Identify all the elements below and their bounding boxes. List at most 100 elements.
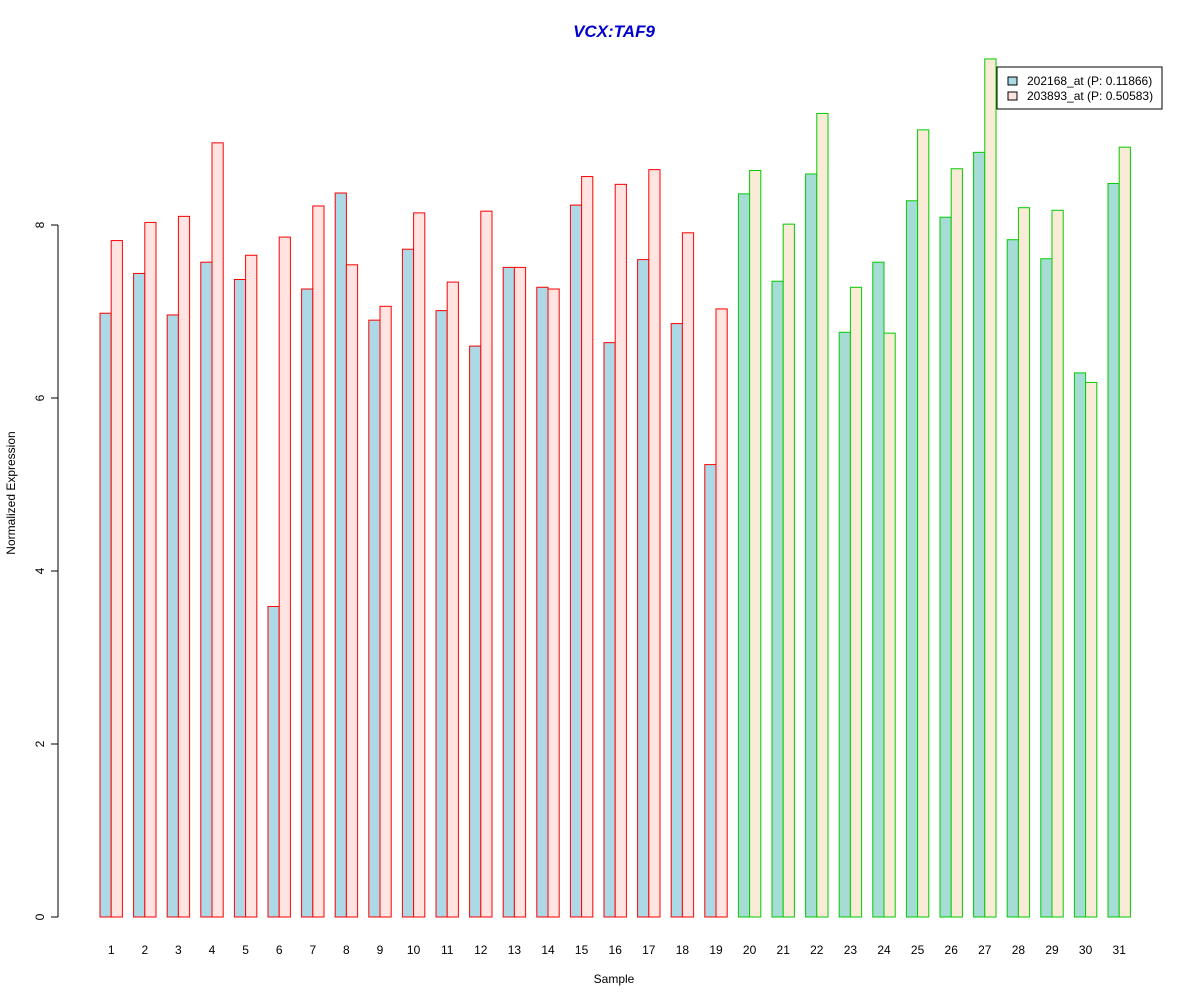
bar-202168-at [267, 605, 280, 918]
bar-202168-at [637, 259, 650, 918]
bar-202168-at [569, 204, 583, 918]
x-tick-label: 22 [810, 943, 824, 957]
bar-203893-at [177, 215, 191, 918]
bar-203893-at [379, 305, 392, 918]
bar-202168-at [368, 319, 381, 918]
bar-203893-at [245, 254, 258, 918]
bar-202168-at [200, 261, 213, 918]
bar-202168-at [704, 464, 717, 918]
bar-203893-at [681, 232, 695, 918]
x-tick-label: 31 [1113, 943, 1127, 957]
x-tick-label: 20 [743, 943, 757, 957]
bar-202168-at [603, 342, 616, 918]
x-tick-label: 24 [877, 943, 891, 957]
bar-202168-at [939, 216, 952, 918]
bar-203893-at [950, 168, 963, 918]
bar-203893-at [917, 129, 930, 918]
y-tick-label: 2 [33, 740, 47, 747]
bar-203893-at [312, 205, 325, 918]
x-tick-label: 30 [1079, 943, 1093, 957]
bar-202168-at [536, 286, 549, 918]
y-tick-label: 8 [33, 221, 47, 228]
bar-203893-at [782, 223, 795, 918]
x-tick-labels: 1 2 3 4 5 6 7 8 9 10 11 12 13 14 15 16 17 18 19 20 21 22 23 24 2… [108, 943, 1126, 957]
bar-203893-at [446, 281, 459, 918]
bar-203893-at [581, 176, 594, 918]
x-tick-label: 6 [276, 943, 283, 957]
x-tick-label: 3 [175, 943, 182, 957]
bar-202168-at [1073, 372, 1087, 918]
bar-202168-at [737, 193, 751, 918]
x-tick-label: 11 [441, 943, 454, 957]
bar-202168-at [435, 310, 448, 918]
y-axis-label: Normalized Expression [4, 431, 18, 554]
bar-203893-at [110, 240, 123, 918]
x-tick-label: 23 [844, 943, 858, 957]
y-tick-label: 6 [33, 394, 47, 401]
bar-202168-at [469, 345, 482, 918]
bar-203893-at [1085, 381, 1098, 918]
bar-202168-at [334, 192, 347, 918]
y-axis: 0 2 4 6 8 [33, 221, 59, 920]
bar-203893-at [345, 264, 359, 918]
x-tick-label: 14 [541, 943, 555, 957]
bar-202168-at [872, 261, 885, 918]
y-tick-label: 0 [33, 913, 47, 920]
x-tick-label: 10 [407, 943, 421, 957]
x-tick-label: 18 [676, 943, 690, 957]
legend-swatch [1007, 91, 1018, 101]
x-axis-label: Sample [594, 972, 635, 986]
x-tick-label: 12 [474, 943, 488, 957]
bar-202168-at [1107, 182, 1120, 918]
x-tick-label: 19 [709, 943, 723, 957]
bar-202168-at [838, 331, 851, 918]
bar-202168-at [905, 200, 919, 918]
bar-202168-at [1040, 258, 1053, 918]
x-tick-label: 26 [945, 943, 959, 957]
bar-203893-at [715, 308, 728, 918]
x-tick-label: 17 [642, 943, 656, 957]
bar-202168-at [133, 272, 146, 918]
x-tick-label: 9 [377, 943, 384, 957]
bar-202168-at [670, 323, 683, 918]
bar-203893-at [144, 221, 157, 918]
bar-203893-at [278, 236, 291, 918]
bar-202168-at [973, 151, 986, 918]
legend-swatch [1007, 76, 1018, 86]
bar-203893-at [480, 210, 493, 918]
bar-group [99, 58, 1131, 918]
bar-202168-at [805, 173, 818, 918]
x-tick-label: 28 [1012, 943, 1026, 957]
bar-203893-at [1118, 146, 1131, 918]
bar-202168-at [1006, 239, 1019, 918]
x-tick-label: 16 [609, 943, 623, 957]
bar-203893-at [513, 266, 527, 918]
bar-203893-at [614, 183, 627, 918]
bar-203893-at [849, 286, 863, 918]
bar-202168-at [166, 314, 179, 918]
x-tick-label: 27 [978, 943, 992, 957]
x-tick-label: 1 [108, 943, 115, 957]
legend-entry: 202168_at (P: 0.11866) [1027, 74, 1152, 88]
bar-202168-at [401, 248, 415, 918]
x-tick-label: 4 [209, 943, 216, 957]
bar-203893-at [1017, 207, 1031, 918]
bar-202168-at [233, 278, 247, 918]
chart-title: VCX:TAF9 [573, 22, 655, 41]
bar-203893-at [883, 332, 896, 918]
bar-203893-at [816, 112, 829, 918]
bar-202168-at [771, 280, 784, 918]
y-tick-label: 4 [33, 567, 47, 574]
bar-202168-at [502, 266, 515, 918]
bar-203893-at [413, 212, 426, 918]
x-tick-label: 8 [343, 943, 350, 957]
bar-203893-at [749, 170, 762, 918]
x-tick-label: 13 [508, 943, 522, 957]
x-tick-label: 29 [1045, 943, 1059, 957]
x-tick-label: 7 [309, 943, 316, 957]
legend-entry: 203893_at (P: 0.50583) [1027, 89, 1153, 103]
x-tick-label: 15 [575, 943, 589, 957]
bar-203893-at [211, 142, 224, 918]
bar-202168-at [301, 288, 314, 918]
